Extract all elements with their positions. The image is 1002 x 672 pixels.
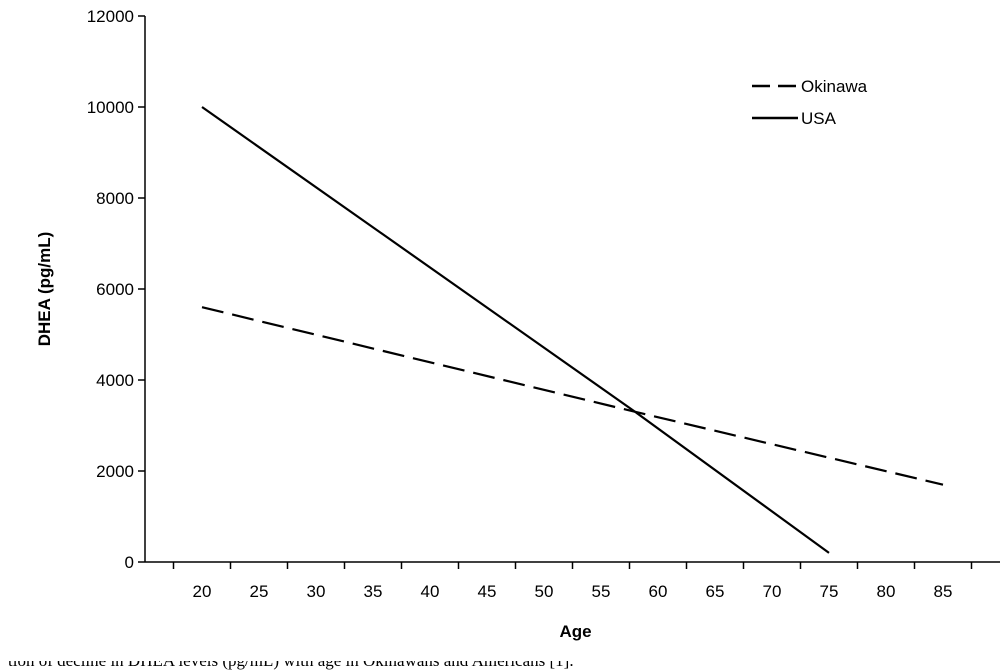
legend-label-usa: USA — [801, 109, 837, 128]
y-tick-label: 4000 — [96, 371, 134, 390]
legend: Okinawa USA — [752, 77, 868, 128]
x-tick-label: 70 — [763, 582, 782, 601]
caption-text: tion of decline in DHEA levels (pg/mL) w… — [8, 661, 574, 670]
series-line-okinawa — [201, 306, 944, 486]
x-tick-label: 40 — [421, 582, 440, 601]
x-tick-label: 20 — [193, 582, 212, 601]
x-tick-label: 75 — [820, 582, 839, 601]
legend-label-okinawa: Okinawa — [801, 77, 868, 96]
y-axis-title: DHEA (pg/mL) — [35, 232, 54, 347]
ticks: 0 2000 4000 6000 8000 10000 12000 20 25 30 35 40 45 5… — [87, 7, 973, 601]
y-tick-label: 12000 — [87, 7, 134, 26]
y-tick-label: 0 — [125, 553, 134, 572]
x-tick-label: 45 — [478, 582, 497, 601]
x-tick-label: 30 — [307, 582, 326, 601]
x-tick-label: 35 — [364, 582, 383, 601]
y-tick-label: 6000 — [96, 280, 134, 299]
x-tick-label: 55 — [592, 582, 611, 601]
figure-caption: tion of decline in DHEA levels (pg/mL) w… — [0, 661, 1002, 672]
axes — [144, 16, 1000, 563]
y-tick-label: 8000 — [96, 189, 134, 208]
x-tick-label: 25 — [250, 582, 269, 601]
x-tick-label: 80 — [877, 582, 896, 601]
y-tick-label: 10000 — [87, 98, 134, 117]
x-tick-label: 60 — [649, 582, 668, 601]
y-tick-label: 2000 — [96, 462, 134, 481]
series-line-usa — [201, 106, 830, 554]
x-tick-label: 65 — [706, 582, 725, 601]
x-axis-title: Age — [559, 622, 591, 641]
x-tick-label: 50 — [535, 582, 554, 601]
series-lines — [201, 106, 944, 554]
x-tick-label: 85 — [934, 582, 953, 601]
